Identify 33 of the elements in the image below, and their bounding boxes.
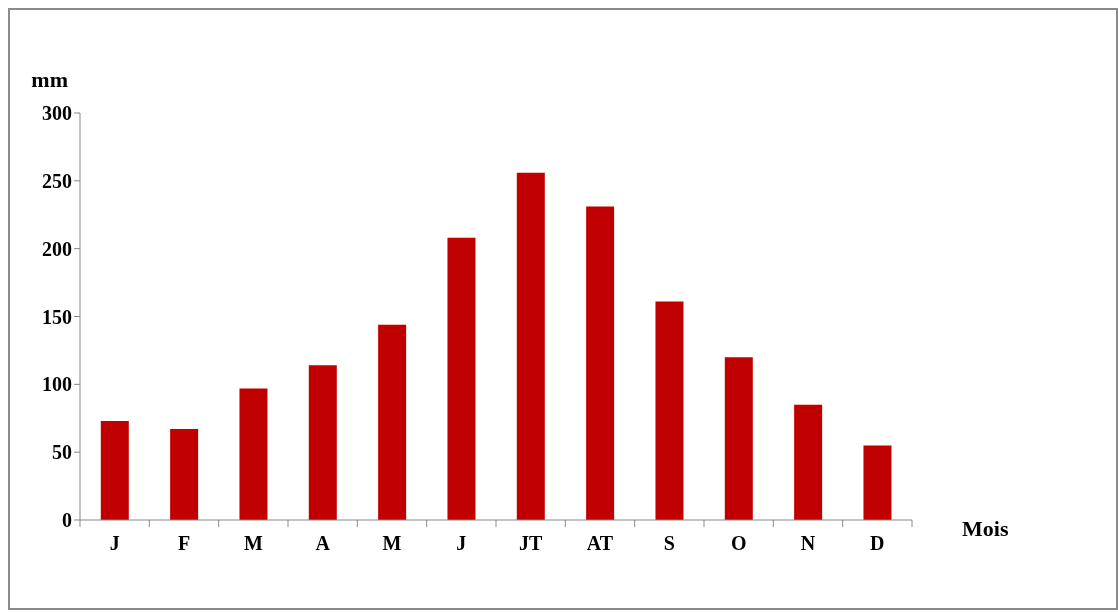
y-tick-label: 200 [42,237,72,260]
bar [239,388,268,520]
y-tick-label: 0 [62,509,72,532]
bar [586,206,615,520]
y-tick-label: 300 [42,102,72,125]
bar [516,172,545,520]
x-tick-label: S [663,532,675,554]
y-tick-label: 150 [42,305,72,328]
x-tick-label: A [315,532,331,554]
x-axis-title: Mois [962,516,1009,541]
bar [308,365,337,520]
bar [655,301,684,520]
bar [724,357,753,520]
y-tick-label: 250 [42,169,72,192]
x-tick-label: JT [518,532,543,554]
x-tick-label: AT [586,532,614,554]
x-tick-label: J [109,532,120,554]
bar [378,324,407,520]
y-tick-label: 50 [52,441,72,464]
x-tick-label: O [730,532,747,554]
y-axis-title: mm [31,67,68,92]
bar [863,445,892,520]
x-tick-label: F [177,532,191,554]
bar [100,420,129,520]
x-tick-label: M [382,532,402,554]
bar [794,404,823,520]
y-tick-label: 100 [42,373,72,396]
bar [170,429,199,520]
x-tick-label: N [800,532,816,554]
x-tick-label: M [243,532,263,554]
x-tick-label: D [870,532,885,554]
bar [447,237,476,520]
x-tick-label: J [456,532,467,554]
